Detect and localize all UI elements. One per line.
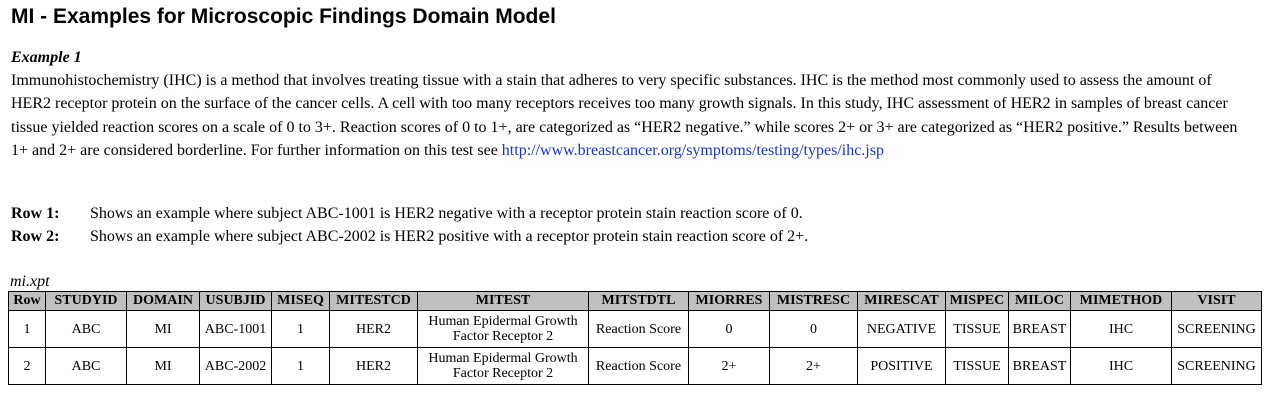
cell-mispec: TISSUE	[945, 310, 1009, 348]
cell-mitstdtl: Reaction Score	[588, 310, 689, 348]
cell-miorres: 0	[688, 310, 770, 348]
cell-studyid: ABC	[45, 310, 127, 348]
cell-studyid: ABC	[45, 347, 127, 385]
column-header-miloc: MILOC	[1008, 291, 1071, 311]
cell-miloc: BREAST	[1008, 347, 1071, 385]
row-note-2: Row 2: Shows an example where subject ABC…	[11, 227, 808, 247]
example-label: Example 1	[11, 49, 82, 66]
row-note-text: Shows an example where subject ABC-1001 …	[90, 205, 803, 222]
cell-row: 2	[8, 347, 46, 385]
cell-mitstdtl: Reaction Score	[588, 347, 689, 385]
column-header-row: Row	[8, 291, 46, 311]
table-header-row: Row STUDYID DOMAIN USUBJID MISEQ MITESTC…	[8, 291, 1262, 311]
reference-link[interactable]: http://www.breastcancer.org/symptoms/tes…	[501, 141, 884, 159]
column-header-mispec: MISPEC	[945, 291, 1009, 311]
mi-dataset-table: Row STUDYID DOMAIN USUBJID MISEQ MITESTC…	[8, 291, 1262, 385]
cell-miorres: 2+	[688, 347, 770, 385]
cell-mitest: Human Epidermal Growth Factor Receptor 2	[417, 310, 589, 348]
cell-mitestcd: HER2	[329, 310, 418, 348]
column-header-miseq: MISEQ	[271, 291, 330, 311]
cell-miloc: BREAST	[1008, 310, 1071, 348]
cell-domain: MI	[126, 310, 200, 348]
cell-usubjid: ABC-2002	[199, 347, 272, 385]
cell-visit: SCREENING	[1171, 347, 1262, 385]
row-note-text: Shows an example where subject ABC-2002 …	[90, 228, 809, 245]
row-note-label: Row 1:	[11, 205, 60, 222]
column-header-mitstdtl: MITSTDTL	[588, 291, 689, 311]
cell-mirescat: POSITIVE	[857, 347, 946, 385]
column-header-miorres: MIORRES	[688, 291, 770, 311]
description-text: Immunohistochemistry (IHC) is a method t…	[11, 72, 1238, 159]
cell-row: 1	[8, 310, 46, 348]
column-header-usubjid: USUBJID	[199, 291, 272, 311]
cell-mimethod: IHC	[1070, 310, 1172, 348]
cell-mimethod: IHC	[1070, 347, 1172, 385]
row-note-1: Row 1: Shows an example where subject ABC…	[11, 204, 803, 224]
dataset-file-label: mi.xpt	[10, 273, 50, 290]
table-row: 2 ABC MI ABC-2002 1 HER2 Human Epidermal…	[8, 347, 1262, 385]
cell-domain: MI	[126, 347, 200, 385]
cell-visit: SCREENING	[1171, 310, 1262, 348]
column-header-mitest: MITEST	[417, 291, 589, 311]
column-header-mirescat: MIRESCAT	[857, 291, 946, 311]
column-header-mitestcd: MITESTCD	[329, 291, 418, 311]
column-header-visit: VISIT	[1171, 291, 1262, 311]
cell-miseq: 1	[271, 347, 330, 385]
column-header-domain: DOMAIN	[126, 291, 200, 311]
cell-miseq: 1	[271, 310, 330, 348]
column-header-mistresc: MISTRESC	[769, 291, 858, 311]
cell-mistresc: 0	[769, 310, 858, 348]
cell-mistresc: 2+	[769, 347, 858, 385]
example-description: Immunohistochemistry (IHC) is a method t…	[11, 69, 1251, 162]
cell-mispec: TISSUE	[945, 347, 1009, 385]
column-header-studyid: STUDYID	[45, 291, 127, 311]
cell-usubjid: ABC-1001	[199, 310, 272, 348]
cell-mirescat: NEGATIVE	[857, 310, 946, 348]
table-row: 1 ABC MI ABC-1001 1 HER2 Human Epidermal…	[8, 310, 1262, 348]
cell-mitest: Human Epidermal Growth Factor Receptor 2	[417, 347, 589, 385]
page-title: MI - Examples for Microscopic Findings D…	[11, 5, 556, 28]
row-note-label: Row 2:	[11, 228, 60, 245]
column-header-mimethod: MIMETHOD	[1070, 291, 1172, 311]
cell-mitestcd: HER2	[329, 347, 418, 385]
